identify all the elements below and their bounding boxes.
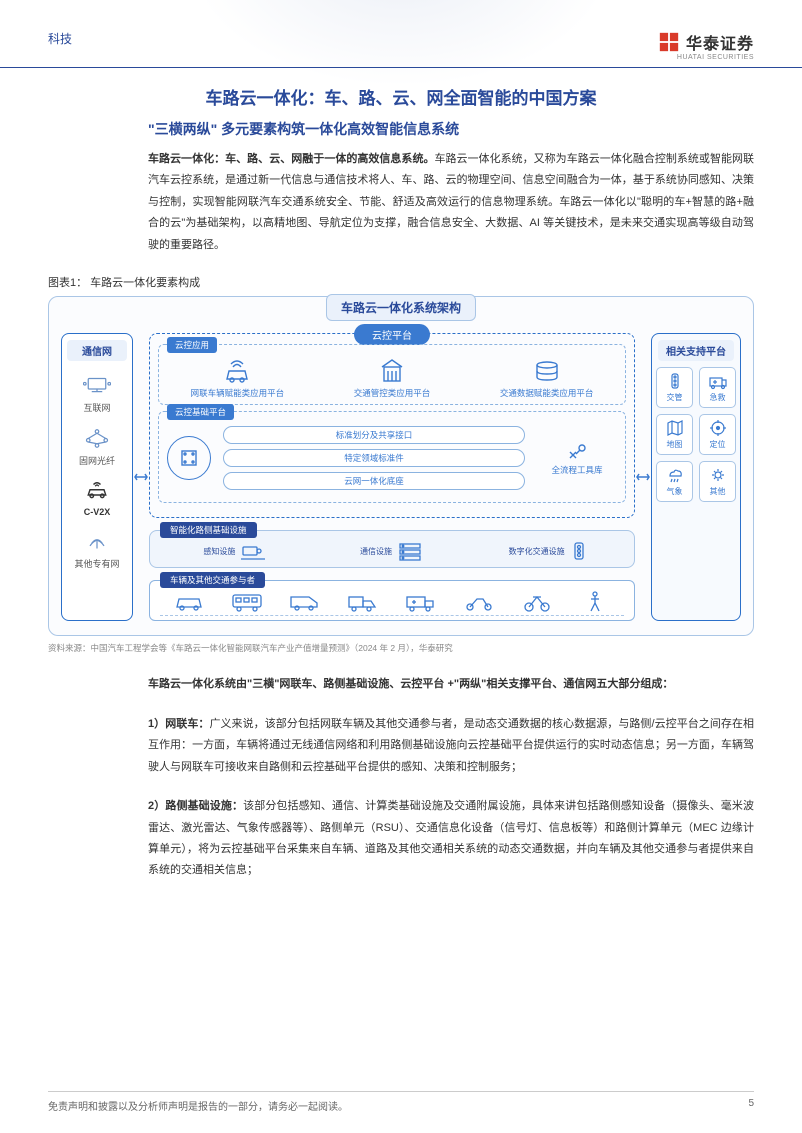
- base-right: 全流程工具库: [537, 440, 617, 476]
- participants-band: 车辆及其他交通参与者: [149, 580, 635, 621]
- footer-disclaimer: 免责声明和披露以及分析师声明是报告的一部分，请务必一起阅读。: [48, 1098, 348, 1113]
- p3-rest: 广义来说，该部分包括网联车辆及其他交通参与者，是动态交通数据的核心数据源，与路侧…: [148, 718, 754, 773]
- paragraph-composition: 车路云一体化系统由"三横"网联车、路侧基础设施、云控平台 +"两纵"相关支撑平台…: [48, 674, 754, 695]
- title-sub: "三横两纵" 多元要素构筑一体化高效智能信息系统: [48, 119, 754, 139]
- left-panel-title: 通信网: [67, 340, 127, 361]
- paragraph-item1: 1）网联车：广义来说，该部分包括网联车辆及其他交通参与者，是动态交通数据的核心数…: [48, 714, 754, 778]
- paragraph-item2: 2）路侧基础设施：该部分包括感知、通信、计算类基础设施及交通附属设施，具体来讲包…: [48, 796, 754, 882]
- cloud-app-group: 云控应用 网联车辆赋能类应用平台 交通管控类应用平台: [158, 344, 626, 405]
- left-panel: 通信网 互联网 固网光纤 C-V2X 其他专有: [61, 333, 133, 621]
- figure-source: 资料来源：中国汽车工程学会等《车路云一体化智能网联汽车产业产值增量预测》（202…: [48, 642, 754, 654]
- logo-text: 华泰证券: [686, 30, 754, 54]
- arrow-left: [133, 333, 149, 621]
- p3-lead: 1）网联车：: [148, 718, 209, 730]
- vehicle-van-icon: [287, 589, 323, 613]
- vehicle-motorcycle-icon: [461, 589, 497, 613]
- paragraph-intro: 车路云一体化：车、路、云、网融于一体的高效信息系统。车路云一体化系统，又称为车路…: [48, 149, 754, 256]
- figure-caption: 图表1： 车路云一体化要素构成: [48, 274, 754, 290]
- cloud-title: 云控平台: [354, 324, 430, 345]
- app-vehicle-enable: 网联车辆赋能类应用平台: [165, 357, 310, 398]
- road-band: 智能化路侧基础设施 感知设施 通信设施: [149, 530, 635, 568]
- p1-rest: 车路云一体化系统，又称为车路云一体化融合控制系统或智能网联汽车云控系统，是通过新…: [148, 153, 754, 251]
- header-category: 科技: [48, 30, 72, 47]
- p4-lead: 2）路侧基础设施：: [148, 800, 243, 812]
- logo-icon: [658, 31, 680, 53]
- support-traffic-police: 交管: [656, 367, 693, 408]
- arrow-right: [635, 333, 651, 621]
- app-traffic-control: 交通管控类应用平台: [320, 357, 465, 398]
- diagram: 车路云一体化系统架构 通信网 互联网 固网光纤 C-V2X: [48, 296, 754, 636]
- diagram-title: 车路云一体化系统架构: [326, 294, 476, 321]
- road-sense: 感知设施: [160, 541, 311, 561]
- road-digital: 数字化交通设施: [473, 541, 624, 561]
- footer-page: 5: [748, 1098, 754, 1113]
- net-other: 其他专有网: [64, 527, 130, 572]
- p1-bold: 车路云一体化：车、路、云、网融于一体的高效信息系统。: [148, 153, 434, 165]
- base-circle-icon: [167, 436, 211, 480]
- net-fiber: 固网光纤: [64, 424, 130, 469]
- right-panel-title: 相关支持平台: [658, 340, 734, 361]
- support-weather: 气象: [656, 461, 693, 502]
- road-comm: 通信设施: [317, 541, 468, 561]
- support-map: 地图: [656, 414, 693, 455]
- cloud-base-group: 云控基础平台 标准划分及共享接口 特定领域标准件 云网一体化底座: [158, 411, 626, 503]
- title-main: 车路云一体化：车、路、云、网全面智能的中国方案: [48, 84, 754, 109]
- logo-sub: HUATAI SECURITIES: [658, 54, 754, 61]
- vehicle-bike-icon: [519, 589, 555, 613]
- right-panel: 相关支持平台 交管 急救 地图: [651, 333, 741, 621]
- support-other: 其他: [699, 461, 736, 502]
- header-logo: 华泰证券 HUATAI SECURITIES: [658, 30, 754, 61]
- pedestrian-icon: [577, 589, 613, 613]
- net-internet: 互联网: [64, 371, 130, 416]
- support-emergency: 急救: [699, 367, 736, 408]
- vehicle-car-icon: [171, 589, 207, 613]
- support-location: 定位: [699, 414, 736, 455]
- net-cv2x: C-V2X: [64, 477, 130, 519]
- vehicle-bus-icon: [229, 589, 265, 613]
- mid-panel: 云控平台 云控应用 网联车辆赋能类应用平台 交通管控类应用平台: [149, 333, 635, 621]
- vehicle-ambulance-icon: [403, 589, 439, 613]
- vehicle-truck-icon: [345, 589, 381, 613]
- app-data-enable: 交通数据赋能类应用平台: [474, 357, 619, 398]
